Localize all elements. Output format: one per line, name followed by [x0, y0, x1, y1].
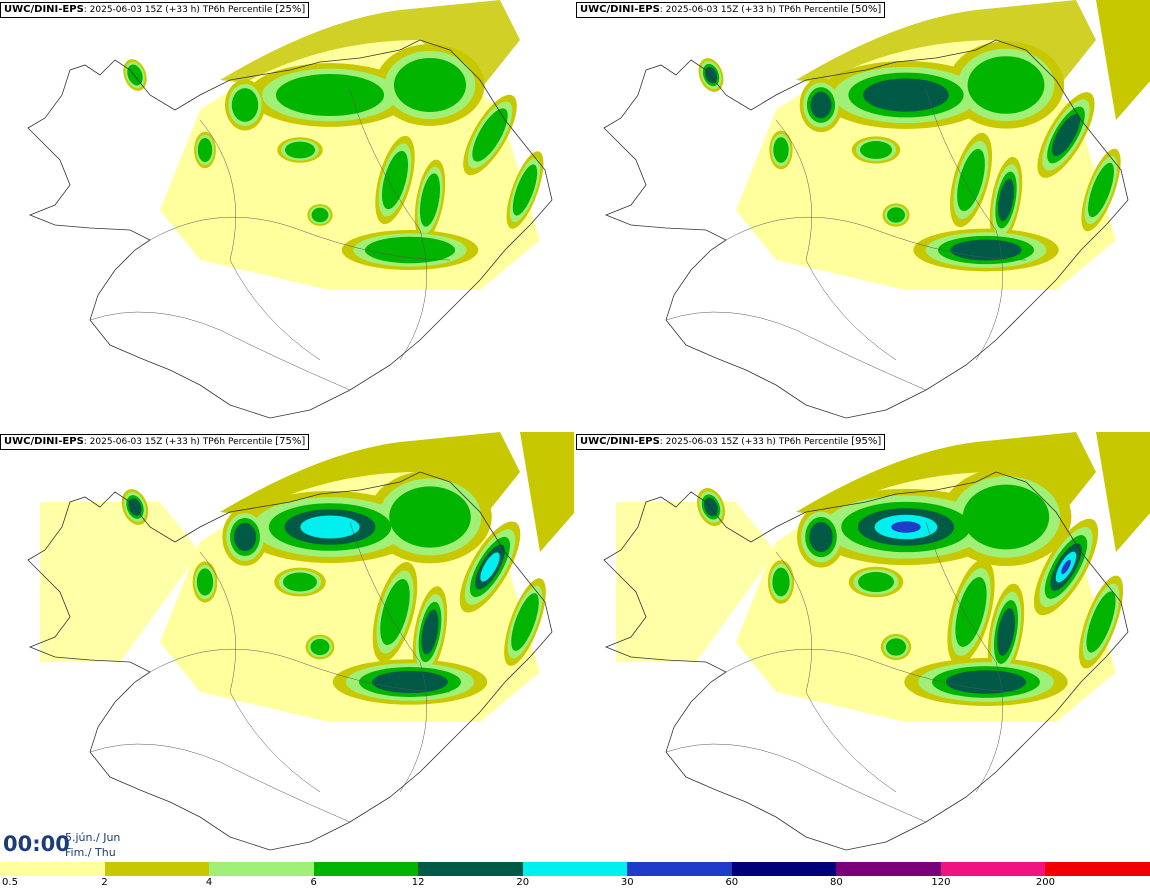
colorbar-tick-label: 120: [931, 877, 951, 888]
map-panel-p50: UWC/DINI-EPS: 2025-06-03 15Z (+33 h) TP6…: [576, 0, 1150, 430]
valid-date: 5.jún./ Jun: [65, 831, 121, 844]
precip-colorbar: [0, 862, 1150, 876]
precip-map: [603, 432, 1150, 851]
colorbar-swatch: [313, 862, 419, 876]
colorbar-tick-label: 60: [725, 877, 739, 888]
precip-map: [27, 0, 553, 419]
panel-title: UWC/DINI-EPS: 2025-06-03 15Z (+33 h) TP6…: [0, 2, 310, 18]
colorbar-tick-label: 0.5: [2, 877, 18, 888]
colorbar-swatch: [1045, 862, 1150, 876]
map-panel-p75: UWC/DINI-EPS: 2025-06-03 15Z (+33 h) TP6…: [0, 432, 575, 862]
valid-weekday: Fim./ Thu: [65, 846, 116, 859]
colorbar-swatch: [209, 862, 314, 876]
map-layer: [603, 432, 1150, 851]
valid-time: 00:00: [3, 832, 70, 856]
colorbar-swatch: [522, 862, 628, 876]
panel-title: UWC/DINI-EPS: 2025-06-03 15Z (+33 h) TP6…: [0, 434, 310, 450]
panel-title: UWC/DINI-EPS: 2025-06-03 15Z (+33 h) TP6…: [576, 2, 886, 18]
map-layer: [603, 0, 1150, 419]
colorbar-tick-label: 2: [101, 877, 108, 888]
colorbar-swatch: [418, 862, 523, 876]
colorbar-swatch: [836, 862, 941, 876]
colorbar-swatch: [731, 862, 837, 876]
colorbar-tick-label: 80: [829, 877, 843, 888]
precip-map: [603, 0, 1150, 419]
colorbar-swatch: [0, 862, 105, 876]
colorbar-swatch: [627, 862, 732, 876]
colorbar-tick-label: 6: [310, 877, 317, 888]
colorbar-swatch: [940, 862, 1046, 876]
panel-divider: [0, 430, 1150, 432]
colorbar-tick-label: 30: [620, 877, 634, 888]
colorbar-swatch: [104, 862, 210, 876]
colorbar-tick-label: 20: [516, 877, 530, 888]
valid-time-box: 00:00 5.jún./ Jun Fim./ Thu: [0, 828, 128, 862]
colorbar-tick-label: 12: [411, 877, 425, 888]
map-panel-p95: UWC/DINI-EPS: 2025-06-03 15Z (+33 h) TP6…: [576, 432, 1150, 862]
map-layer: [27, 432, 575, 851]
colorbar-tick-label: 200: [1035, 877, 1055, 888]
map-panel-p25: UWC/DINI-EPS: 2025-06-03 15Z (+33 h) TP6…: [0, 0, 575, 430]
precip-map: [27, 432, 575, 851]
colorbar-labels: 0.5 2 4 6 12 20 30 60 80 120 200: [0, 876, 1150, 891]
map-layer: [27, 0, 553, 419]
colorbar-tick-label: 4: [205, 877, 213, 888]
panel-title: UWC/DINI-EPS: 2025-06-03 15Z (+33 h) TP6…: [576, 434, 886, 450]
